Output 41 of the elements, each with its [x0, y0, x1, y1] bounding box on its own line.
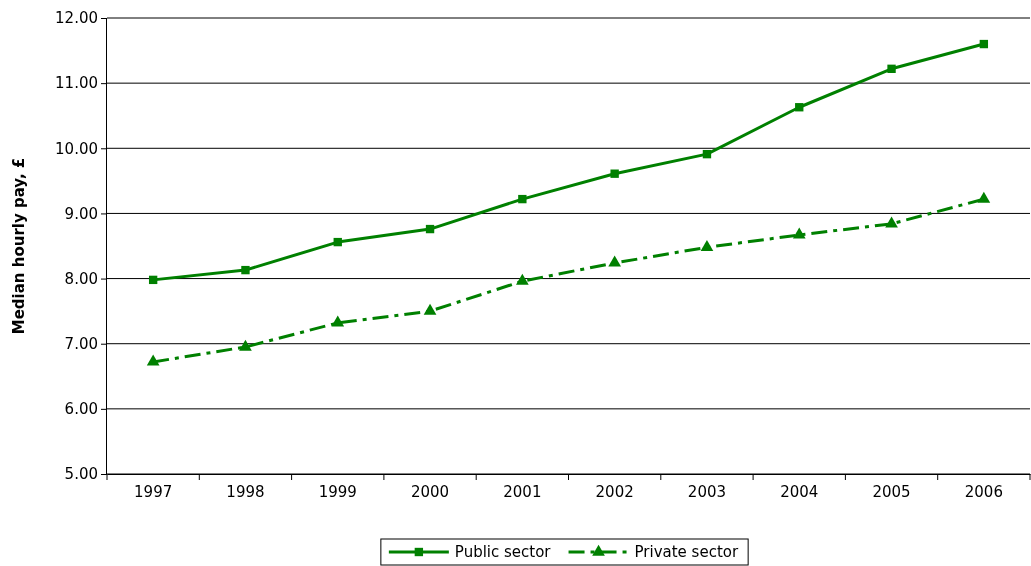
y-tick-label: 5.00 — [64, 465, 98, 484]
x-tick-label: 2001 — [503, 482, 542, 501]
y-axis-title: Median hourly pay, £ — [10, 157, 28, 335]
point — [792, 227, 806, 239]
x-tick-label: 2006 — [964, 482, 1003, 501]
x-tick-label: 2003 — [687, 482, 727, 501]
point — [331, 315, 345, 327]
legend-label: Private sector — [634, 543, 739, 561]
point — [333, 237, 342, 247]
y-tick-label: 7.00 — [64, 335, 98, 354]
point — [146, 354, 160, 366]
y-tick-label: 12.00 — [55, 9, 98, 28]
point — [148, 275, 158, 285]
x-tick-label: 2005 — [872, 482, 911, 501]
point — [702, 149, 712, 159]
point — [423, 303, 437, 315]
point — [887, 64, 896, 73]
point — [795, 103, 804, 112]
point — [608, 255, 622, 267]
point — [518, 194, 527, 204]
point — [610, 169, 619, 178]
point — [425, 224, 435, 234]
x-tick-label: 2000 — [410, 482, 450, 501]
point — [977, 191, 991, 203]
x-tick-label: 2002 — [595, 482, 634, 501]
point — [885, 216, 898, 228]
y-tick-label: 10.00 — [55, 139, 98, 158]
x-tick-label: 2004 — [780, 482, 819, 501]
legend-label: Public sector — [454, 543, 552, 561]
y-tick-label: 11.00 — [55, 74, 98, 93]
x-tick-label: 1999 — [318, 482, 357, 501]
point — [515, 273, 529, 285]
point — [239, 339, 252, 351]
x-tick-label: 1998 — [226, 482, 265, 501]
x-tick-label: 1997 — [134, 482, 173, 501]
point — [700, 239, 714, 251]
y-tick-label: 8.00 — [64, 269, 98, 288]
point — [241, 265, 250, 275]
y-tick-label: 9.00 — [64, 204, 98, 223]
y-tick-label: 6.00 — [64, 400, 98, 419]
point — [979, 39, 989, 49]
